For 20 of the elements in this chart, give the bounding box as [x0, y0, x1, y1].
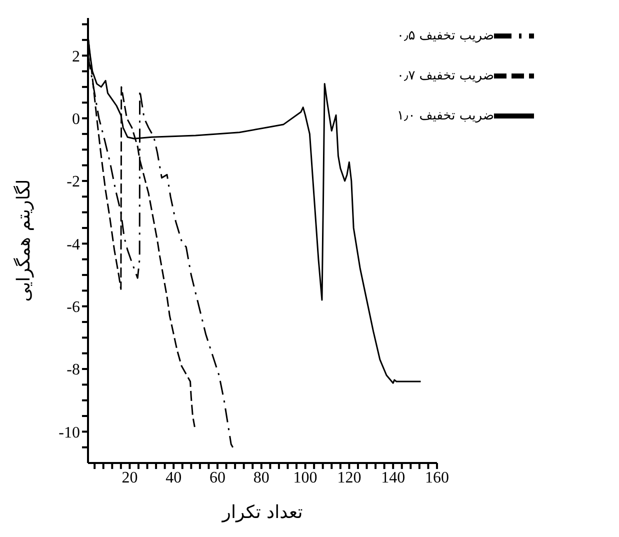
- x-tick-label: 20: [122, 469, 138, 486]
- x-tick-label: 60: [209, 469, 226, 486]
- legend-label: ضریب تخفیف ۰٫۵: [396, 28, 494, 44]
- x-tick-label: 40: [166, 469, 182, 486]
- y-tick-label: -8: [66, 362, 80, 379]
- x-tick-label: 160: [424, 469, 449, 486]
- y-tick-label: 0: [72, 110, 80, 128]
- legend-label: ضریب تخفیف ۰٫۷: [396, 68, 494, 84]
- y-tick-label: -2: [66, 174, 80, 191]
- x-axis-title: تعداد تکرار: [221, 502, 303, 523]
- y-tick-label: -4: [66, 236, 80, 254]
- x-tick-label: 80: [253, 469, 270, 486]
- y-tick-label: -10: [58, 424, 80, 442]
- y-axis-title: لگاریتم همگرایی: [12, 179, 34, 302]
- x-tick-label: 140: [381, 469, 406, 486]
- x-tick-label: 100: [293, 469, 318, 486]
- legend-label: ضریب تخفیف ۱٫۰: [396, 108, 494, 124]
- y-tick-label: 2: [72, 48, 80, 66]
- x-tick-label: 120: [337, 469, 362, 486]
- y-tick-label: -6: [66, 298, 80, 316]
